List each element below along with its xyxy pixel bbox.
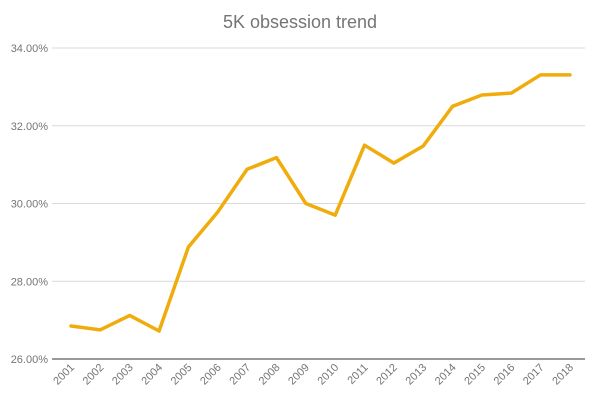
x-tick-label: 2014 bbox=[433, 362, 459, 388]
x-tick-label: 2008 bbox=[257, 362, 283, 388]
x-tick-label: 2016 bbox=[492, 362, 518, 388]
x-tick-label: 2007 bbox=[227, 362, 253, 388]
series-layer bbox=[69, 73, 572, 333]
series-line bbox=[69, 73, 572, 333]
y-tick-label: 34.00% bbox=[11, 43, 49, 55]
y-tick-label: 32.00% bbox=[11, 121, 49, 133]
x-tick-label: 2002 bbox=[81, 362, 107, 388]
x-tick-label: 2012 bbox=[374, 362, 400, 388]
gridlines bbox=[52, 47, 585, 360]
x-axis-ticks: 2001 2002 2003 2004 2005 2006 2007 2008 2009 2010… bbox=[51, 362, 576, 388]
y-tick-label: 30.00% bbox=[11, 199, 49, 211]
y-axis-ticks: 26.00% 28.00% 30.00% 32.00% 34.00% bbox=[11, 43, 49, 366]
x-tick-label: 2001 bbox=[51, 362, 77, 388]
x-tick-label: 2010 bbox=[315, 362, 341, 388]
x-tick-label: 2017 bbox=[521, 362, 547, 388]
x-tick-label: 2005 bbox=[169, 362, 195, 388]
x-tick-label: 2009 bbox=[286, 362, 312, 388]
y-tick-label: 28.00% bbox=[11, 276, 49, 288]
x-tick-label: 2003 bbox=[110, 362, 136, 388]
x-tick-label: 2011 bbox=[345, 362, 370, 387]
x-tick-label: 2006 bbox=[198, 362, 224, 388]
x-tick-label: 2015 bbox=[462, 362, 488, 388]
y-tick-label: 26.00% bbox=[11, 354, 49, 366]
x-tick-label: 2013 bbox=[404, 362, 430, 388]
x-tick-label: 2018 bbox=[550, 362, 576, 388]
chart-title: 5K obsession trend bbox=[223, 12, 377, 32]
x-tick-label: 2004 bbox=[139, 362, 165, 388]
